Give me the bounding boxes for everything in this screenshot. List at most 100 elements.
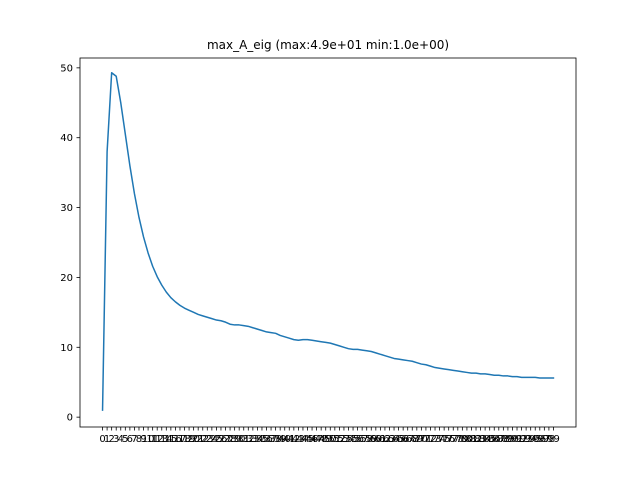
x-tick-label: 94 — [524, 434, 537, 445]
x-tick-label: 32 — [242, 434, 255, 445]
y-tick-label: 20 — [60, 273, 73, 284]
x-tick-label: 70 — [415, 434, 428, 445]
x-tick-label: 15 — [164, 434, 177, 445]
x-tick-label: 38 — [269, 434, 282, 445]
x-tick-label: 9 — [140, 434, 146, 445]
x-tick-label: 43 — [292, 434, 305, 445]
x-tick-label: 52 — [333, 434, 346, 445]
x-tick-label: 92 — [515, 434, 528, 445]
x-tick-label: 65 — [392, 434, 405, 445]
x-tick-label: 26 — [215, 434, 228, 445]
x-tick-label: 51 — [328, 434, 341, 445]
x-tick-label: 34 — [251, 434, 264, 445]
x-tick-label: 23 — [201, 434, 214, 445]
x-tick-label: 88 — [497, 434, 510, 445]
x-tick-label: 41 — [283, 434, 296, 445]
x-tick-label: 50 — [324, 434, 337, 445]
x-tick-label: 19 — [183, 434, 196, 445]
x-tick-label: 80 — [461, 434, 474, 445]
x-tick-label: 54 — [342, 434, 355, 445]
x-tick-label: 53 — [338, 434, 351, 445]
chart-title: max_A_eig (max:4.9e+01 min:1.0e+00) — [207, 38, 449, 52]
x-tick-label: 78 — [451, 434, 464, 445]
x-tick-label: 97 — [538, 434, 551, 445]
x-tick-label: 13 — [155, 434, 168, 445]
x-tick-label: 81 — [465, 434, 478, 445]
y-tick-label: 30 — [60, 203, 73, 214]
x-tick-label: 98 — [543, 434, 556, 445]
x-tick-label: 14 — [160, 434, 173, 445]
x-tick-label: 24 — [205, 434, 218, 445]
x-tick-label: 49 — [319, 434, 332, 445]
x-tick-label: 3 — [113, 434, 119, 445]
x-tick-label: 37 — [265, 434, 278, 445]
x-tick-label: 58 — [360, 434, 373, 445]
x-tick-label: 96 — [533, 434, 546, 445]
y-tick-label: 50 — [60, 63, 73, 74]
x-tick-label: 86 — [488, 434, 501, 445]
x-tick-label: 69 — [410, 434, 423, 445]
x-tick-label: 61 — [374, 434, 387, 445]
x-tick-label: 2 — [108, 434, 114, 445]
x-tick-label: 22 — [196, 434, 209, 445]
x-tick-label: 44 — [297, 434, 310, 445]
x-tick-label: 95 — [529, 434, 542, 445]
series-line — [101, 71, 555, 411]
x-tick-label: 5 — [122, 434, 128, 445]
x-tick-label: 77 — [447, 434, 460, 445]
y-tick-label: 0 — [67, 413, 73, 424]
x-tick-label: 73 — [429, 434, 442, 445]
x-tick-label: 7 — [131, 434, 137, 445]
x-tick-label: 85 — [483, 434, 496, 445]
x-tick-label: 55 — [347, 434, 360, 445]
x-tick-label: 16 — [169, 434, 182, 445]
x-tick-label: 66 — [397, 434, 410, 445]
x-tick-label: 60 — [369, 434, 382, 445]
x-tick-label: 6 — [127, 434, 133, 445]
x-tick-label: 8 — [136, 434, 142, 445]
x-tick-label: 17 — [174, 434, 187, 445]
x-tick-label: 59 — [365, 434, 378, 445]
x-tick-label: 1 — [104, 434, 110, 445]
x-tick-label: 68 — [406, 434, 419, 445]
x-tick-label: 82 — [470, 434, 483, 445]
x-tick-label: 42 — [287, 434, 300, 445]
y-tick-label: 40 — [60, 133, 73, 144]
x-tick-label: 72 — [424, 434, 437, 445]
x-tick-label: 27 — [219, 434, 232, 445]
x-tick-label: 57 — [356, 434, 369, 445]
x-tick-label: 76 — [442, 434, 455, 445]
plot-frame — [79, 57, 577, 428]
x-tick-label: 84 — [479, 434, 492, 445]
x-tick-label: 56 — [351, 434, 364, 445]
x-tick-label: 4 — [118, 434, 124, 445]
x-tick-label: 25 — [210, 434, 223, 445]
x-tick-label: 62 — [379, 434, 392, 445]
x-tick-label: 12 — [151, 434, 164, 445]
x-tick-label: 21 — [192, 434, 205, 445]
x-tick-label: 11 — [146, 434, 159, 445]
x-tick-label: 83 — [474, 434, 487, 445]
x-tick-label: 36 — [260, 434, 273, 445]
plot-area: 0102030405001234567891011121314151617181… — [60, 57, 577, 445]
x-tick-label: 47 — [310, 434, 323, 445]
x-tick-label: 10 — [142, 434, 155, 445]
x-tick-label: 79 — [456, 434, 469, 445]
x-tick-label: 67 — [401, 434, 414, 445]
x-tick-label: 64 — [388, 434, 401, 445]
x-tick-label: 99 — [547, 434, 560, 445]
y-tick-label: 10 — [60, 343, 73, 354]
x-tick-label: 63 — [383, 434, 396, 445]
x-tick-label: 74 — [433, 434, 446, 445]
x-tick-label: 75 — [438, 434, 451, 445]
x-tick-label: 87 — [492, 434, 505, 445]
x-tick-label: 28 — [224, 434, 237, 445]
x-tick-label: 0 — [99, 434, 105, 445]
x-tick-label: 90 — [506, 434, 519, 445]
x-tick-label: 35 — [256, 434, 269, 445]
x-tick-label: 20 — [187, 434, 200, 445]
x-tick-label: 93 — [520, 434, 533, 445]
x-tick-label: 33 — [246, 434, 259, 445]
x-tick-label: 30 — [233, 434, 246, 445]
